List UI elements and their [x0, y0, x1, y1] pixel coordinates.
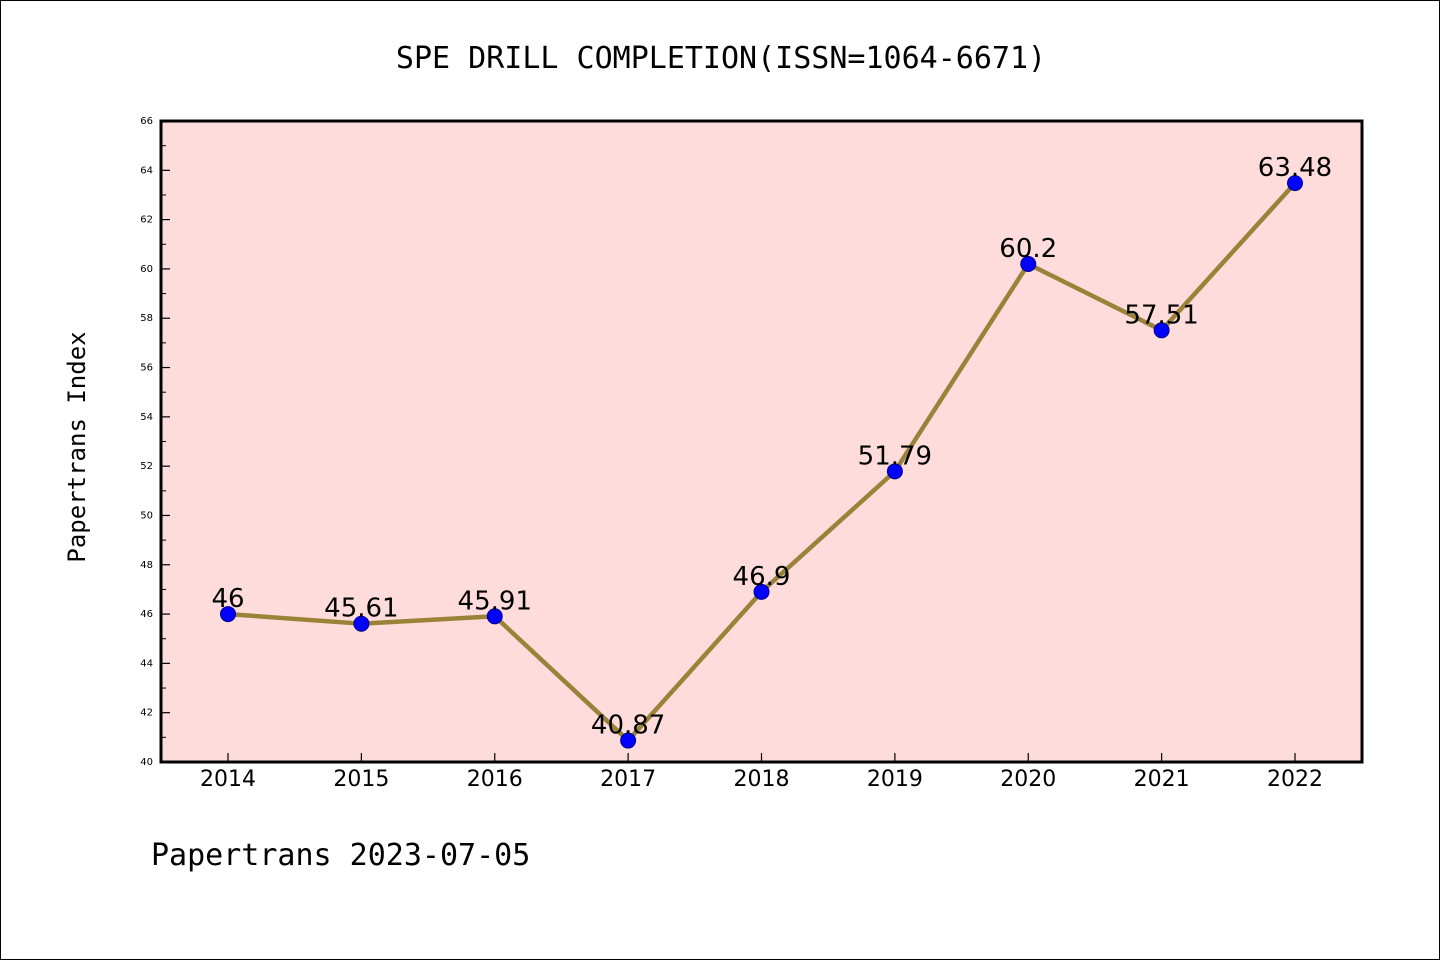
y-tick-label: 50	[140, 510, 153, 521]
y-tick-label: 62	[140, 215, 153, 226]
x-tick-label: 2017	[600, 767, 656, 792]
data-point	[220, 606, 236, 623]
y-tick-label: 66	[140, 116, 153, 127]
y-tick-label: 46	[140, 609, 153, 620]
data-label: 51.79	[858, 441, 932, 471]
data-label: 40.87	[591, 711, 665, 741]
data-label: 46.9	[733, 562, 791, 592]
x-tick-label: 2014	[200, 767, 256, 792]
x-tick-label: 2022	[1267, 767, 1323, 792]
x-tick-label: 2021	[1134, 767, 1190, 792]
data-label: 45.61	[324, 594, 398, 624]
data-point	[1153, 322, 1170, 339]
plot-area	[159, 119, 1364, 764]
y-tick-label: 40	[140, 757, 153, 768]
x-axis: 2014 2015 2016 2017 2018 2019 2020 2021 2022	[200, 753, 1323, 792]
data-label: 60.2	[999, 234, 1057, 264]
y-tick-label: 64	[140, 165, 153, 176]
chart-title: SPE DRILL COMPLETION(ISSN=1064-6671)	[396, 41, 1046, 76]
data-label: 45.91	[458, 586, 532, 616]
y-tick-label: 52	[140, 461, 153, 472]
y-axis-label: Papertrans Index	[63, 331, 91, 562]
y-tick-label: 44	[140, 658, 153, 669]
data-point	[1020, 255, 1037, 272]
y-tick-label: 56	[140, 363, 153, 374]
y-tick-label: 58	[140, 313, 153, 324]
data-point	[886, 463, 903, 480]
data-point	[486, 608, 503, 625]
data-point	[1287, 175, 1303, 192]
x-tick-label: 2020	[1000, 767, 1056, 792]
x-tick-label: 2019	[867, 767, 923, 792]
y-tick-label: 42	[140, 708, 153, 719]
x-tick-label: 2016	[467, 767, 523, 792]
y-tick-label: 54	[140, 412, 153, 423]
x-tick-label: 2018	[734, 767, 790, 792]
data-label: 57.51	[1124, 300, 1198, 330]
series-0: 46 45.61 45.91 40.87 46.9 51.79 60.2 57.51 63.48	[211, 153, 1332, 749]
y-tick-label: 48	[140, 560, 153, 571]
data-label: 63.48	[1258, 153, 1332, 183]
y-tick-label: 60	[140, 264, 153, 275]
data-point	[353, 615, 370, 632]
data-point	[620, 732, 637, 749]
y-axis: 40 42 44 46 48 50 52 54 56 58 60 62 64 66	[140, 116, 170, 768]
data-point	[753, 583, 770, 600]
footer-text: Papertrans 2023-07-05	[151, 838, 530, 873]
x-tick-label: 2015	[333, 767, 389, 792]
data-label: 46	[211, 584, 244, 614]
